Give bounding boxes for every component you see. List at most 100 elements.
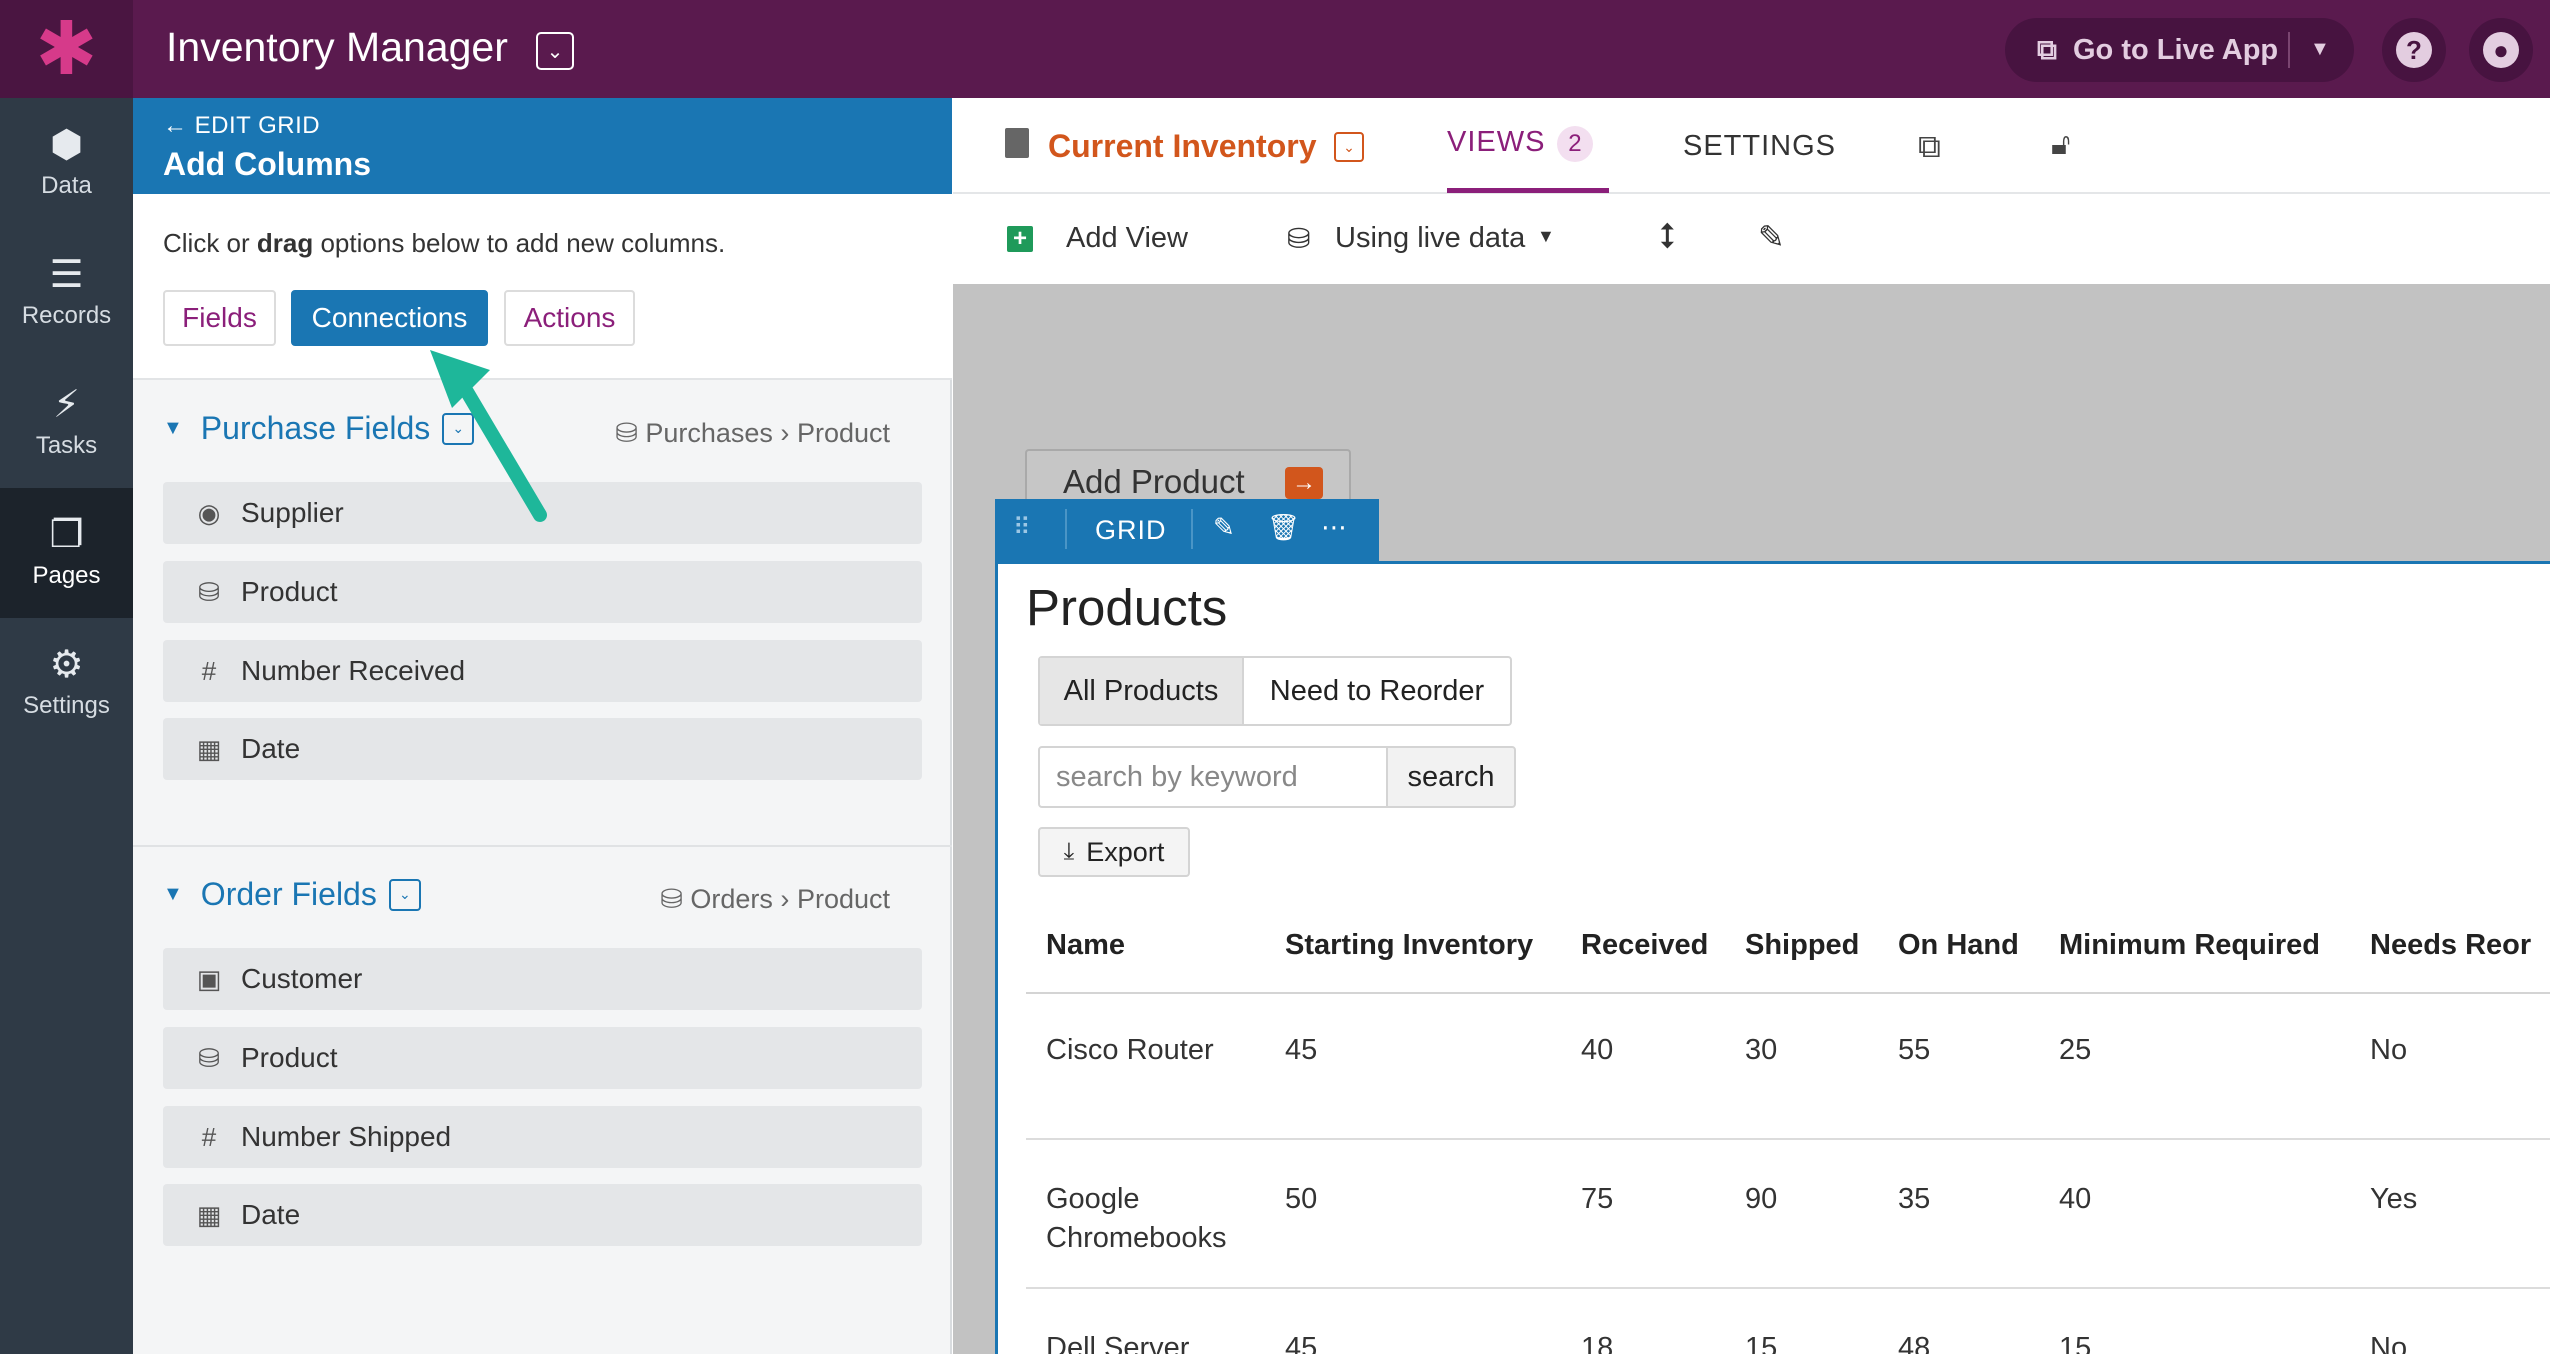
search-button[interactable]: search — [1386, 746, 1516, 808]
calendar-icon: ▦ — [196, 733, 222, 764]
search-input[interactable]: search by keyword — [1038, 746, 1388, 808]
field-date[interactable]: ▦ Date — [163, 1184, 922, 1246]
page-tabs: Current Inventory ⌄ VIEWS 2 SETTINGS ⧉ 🔓︎ — [953, 98, 2550, 194]
caret-down-icon[interactable]: ▼ — [2310, 38, 2330, 60]
column-header-shipped[interactable]: Shipped — [1745, 929, 1860, 961]
add-view-button[interactable]: Add View — [1066, 222, 1188, 254]
grid-label: GRID — [1095, 515, 1167, 545]
help-text: Click or drag options below to add new c… — [163, 228, 725, 259]
database-icon: ⛁ — [1287, 223, 1311, 254]
app-title: Inventory Manager — [166, 24, 508, 70]
tab-settings[interactable]: SETTINGS — [1683, 130, 1837, 162]
export-label: Export — [1086, 836, 1165, 867]
live-data-dropdown[interactable]: Using live data — [1335, 222, 1526, 254]
page-canvas: Add Product → ⠿ GRID ✎ 🗑︎ ⋯ Products All… — [953, 284, 2550, 1354]
views-count-badge: 2 — [1557, 126, 1594, 162]
trash-icon[interactable]: 🗑︎ — [1267, 512, 1301, 542]
plus-icon[interactable]: + — [1007, 225, 1033, 252]
divider — [2288, 32, 2290, 68]
column-header-name[interactable]: Name — [1046, 929, 1125, 961]
column-header-minimum-required[interactable]: Minimum Required — [2059, 929, 2321, 961]
sidebar-item-settings[interactable]: ⚙ Settings — [0, 618, 133, 748]
calendar-icon: ▦ — [196, 1199, 222, 1230]
field-label: Customer — [241, 963, 363, 994]
panel-title: Add Columns — [163, 146, 371, 182]
tab-actions[interactable]: Actions — [504, 290, 635, 346]
page-editor: Current Inventory ⌄ VIEWS 2 SETTINGS ⧉ 🔓︎… — [953, 98, 2550, 1354]
views-label: VIEWS — [1447, 126, 1546, 158]
app-logo[interactable]: ✱ — [0, 0, 133, 98]
chevron-right-icon: › — [780, 884, 790, 914]
cell-name: Google — [1046, 1183, 1140, 1215]
lock-icon[interactable]: 🔓︎ — [2051, 128, 2071, 161]
sidebar-item-tasks[interactable]: ⚡ Tasks — [0, 358, 133, 488]
external-link-icon: ⧉ — [2037, 33, 2057, 65]
field-number-received[interactable]: # Number Received — [163, 640, 922, 702]
chevron-right-icon: › — [780, 418, 790, 448]
arrow-right-icon: → — [1285, 467, 1323, 499]
page-name[interactable]: Current Inventory — [1048, 128, 1317, 164]
column-header-on-hand[interactable]: On Hand — [1898, 929, 2019, 961]
edit-icon[interactable]: ✎ — [1213, 512, 1235, 542]
filter-need-to-reorder[interactable]: Need to Reorder — [1269, 674, 1485, 707]
panel-intro: Click or drag options below to add new c… — [133, 194, 952, 380]
chevron-down-icon[interactable]: ⌄ — [388, 878, 421, 911]
sidebar-item-records[interactable]: ☰ Records — [0, 228, 133, 358]
external-link-icon[interactable]: ⧉ — [1918, 128, 1941, 164]
triangle-down-icon: ▼ — [163, 883, 183, 905]
hash-icon: # — [201, 655, 217, 686]
cell-received: 75 — [1581, 1183, 1614, 1215]
export-button[interactable]: ⤓ Export — [1038, 827, 1190, 877]
go-to-live-app-button[interactable]: ⧉ Go to Live App ▼ — [2005, 18, 2354, 82]
help-bold: drag — [256, 228, 314, 258]
caret-down-icon[interactable]: ▼ — [1537, 226, 1555, 246]
field-product[interactable]: ⛁ Product — [163, 561, 922, 623]
field-product[interactable]: ⛁ Product — [163, 1027, 922, 1089]
contact-icon: ▣ — [196, 963, 222, 994]
chevron-down-icon[interactable]: ⌄ — [442, 412, 475, 445]
cell-name-line2: Chromebooks — [1046, 1222, 1227, 1254]
more-icon[interactable]: ⋯ — [1321, 512, 1347, 542]
row-height-icon[interactable]: ⭥ — [1658, 218, 1677, 256]
back-label: EDIT GRID — [194, 112, 321, 139]
field-date[interactable]: ▦ Date — [163, 718, 922, 780]
hide-design-icon[interactable]: ✎ — [1758, 219, 1785, 255]
chevron-down-icon: ⌄ — [1343, 138, 1355, 155]
connection-icon: ⛁ — [198, 1042, 220, 1073]
order-fields-path: ⛁ Orders › Product — [660, 884, 890, 915]
order-fields-toggle[interactable]: ▼ Order Fields ⌄ — [163, 876, 421, 913]
column-header-starting-inventory[interactable]: Starting Inventory — [1285, 929, 1534, 961]
sidebar-item-data[interactable]: ⬢ Data — [0, 98, 133, 228]
field-number-shipped[interactable]: # Number Shipped — [163, 1106, 922, 1168]
sidebar-item-pages[interactable]: ❐ Pages — [0, 488, 133, 618]
field-customer[interactable]: ▣ Customer — [163, 948, 922, 1010]
filter-menu: All Products Need to Reorder — [1038, 656, 1512, 726]
cell-on-hand: 35 — [1898, 1183, 1931, 1215]
page-menu-dropdown[interactable]: ⌄ — [1334, 132, 1364, 162]
filter-all-products[interactable]: All Products — [1040, 658, 1244, 724]
sidebar-item-label: Tasks — [35, 432, 98, 459]
cell-name: Dell Server — [1046, 1332, 1190, 1354]
app-menu-dropdown[interactable]: ⌄ — [536, 32, 574, 70]
field-label: Date — [241, 733, 301, 764]
drag-handle-icon[interactable]: ⠿ — [1013, 514, 1031, 541]
cell-starting: 45 — [1285, 1034, 1318, 1066]
tab-views[interactable]: VIEWS 2 — [1447, 126, 1594, 162]
grid-view-toolbar: ⠿ GRID ✎ 🗑︎ ⋯ — [995, 499, 1379, 561]
back-to-edit-grid-link[interactable]: ← EDIT GRID — [163, 112, 320, 140]
tab-fields[interactable]: Fields — [163, 290, 276, 346]
sidebar-item-label: Pages — [32, 562, 101, 589]
sidebar-item-label: Data — [41, 172, 92, 199]
purchase-fields-toggle[interactable]: ▼ Purchase Fields ⌄ — [163, 410, 475, 447]
help-button[interactable]: ? — [2382, 18, 2446, 82]
account-button[interactable]: ● — [2469, 18, 2533, 82]
add-product-label: Add Product — [1063, 463, 1245, 500]
cell-starting: 50 — [1285, 1183, 1318, 1215]
column-header-needs-reorder[interactable]: Needs Reor — [2370, 929, 2532, 961]
column-header-received[interactable]: Received — [1581, 929, 1709, 961]
divider — [1191, 509, 1193, 549]
bolt-icon: ⚡ — [53, 384, 80, 426]
field-label: Supplier — [241, 497, 344, 528]
group-title: Purchase Fields — [200, 410, 431, 446]
tab-connections[interactable]: Connections — [291, 290, 488, 346]
